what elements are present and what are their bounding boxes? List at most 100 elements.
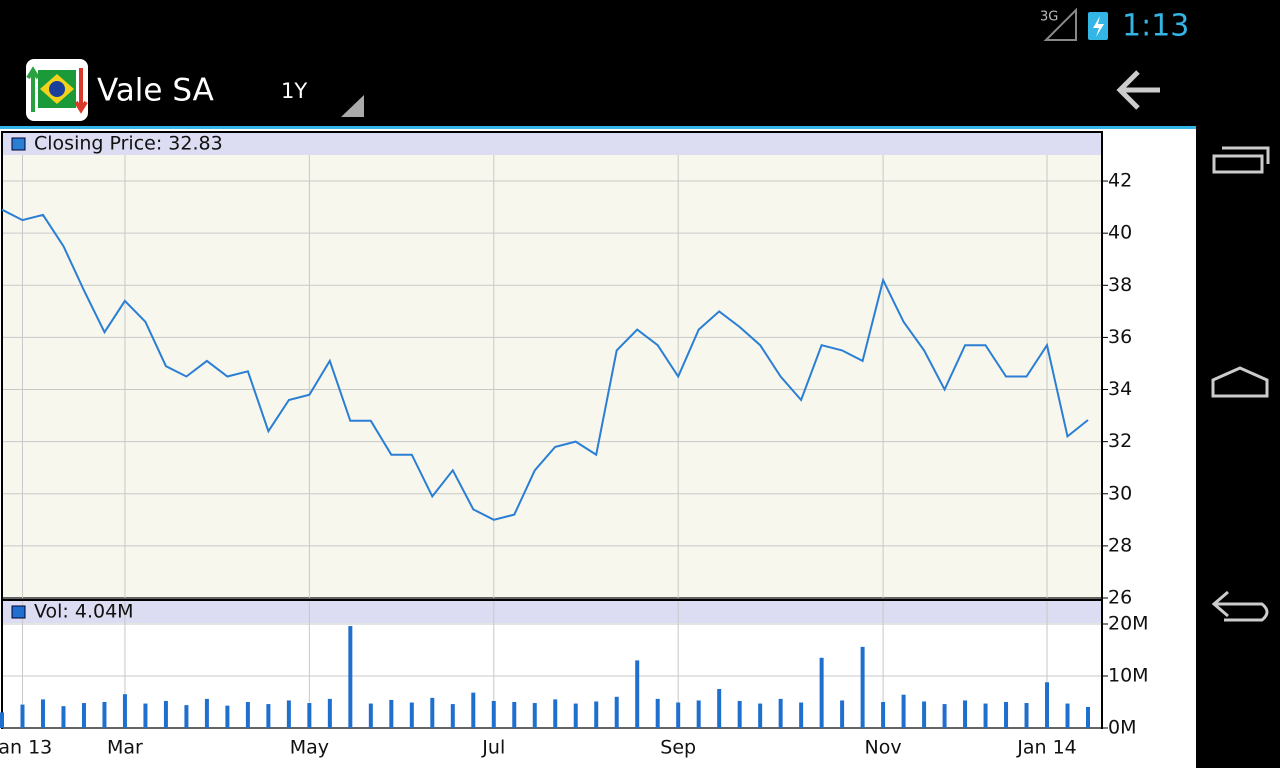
app-bar-divider bbox=[0, 126, 1196, 129]
y-tick-label: 38 bbox=[1108, 274, 1132, 296]
volume-bar bbox=[163, 700, 168, 728]
y-tick-label: 10M bbox=[1108, 665, 1149, 687]
volume-bar bbox=[204, 698, 209, 728]
volume-bar bbox=[778, 698, 783, 728]
volume-bar bbox=[430, 697, 435, 728]
volume-bar bbox=[881, 702, 886, 728]
volume-bar bbox=[635, 660, 640, 728]
legend-swatch bbox=[11, 605, 26, 619]
price-plot bbox=[1, 131, 1103, 599]
volume-bar bbox=[286, 700, 291, 728]
volume-bar bbox=[102, 702, 107, 728]
volume-bar bbox=[717, 689, 722, 728]
volume-bar bbox=[553, 699, 558, 728]
y-tick-label: 36 bbox=[1108, 326, 1132, 348]
volume-bar bbox=[1024, 703, 1029, 728]
volume-bar bbox=[1004, 702, 1009, 728]
volume-bar bbox=[655, 698, 660, 728]
back-nav-button[interactable] bbox=[1211, 590, 1269, 622]
volume-bar bbox=[963, 700, 968, 728]
volume-bar bbox=[676, 702, 681, 728]
charge-icon bbox=[1093, 16, 1104, 37]
y-tick-label: 30 bbox=[1108, 482, 1132, 504]
volume-bar bbox=[799, 702, 804, 728]
volume-legend-band bbox=[3, 601, 1101, 623]
volume-bar bbox=[696, 700, 701, 728]
x-tick-label: May bbox=[290, 737, 329, 759]
volume-bar bbox=[471, 692, 476, 728]
volume-bar bbox=[61, 706, 66, 728]
x-tick-label: Mar bbox=[107, 737, 143, 759]
home-button[interactable] bbox=[1211, 366, 1269, 398]
volume-bar bbox=[1065, 703, 1070, 728]
x-tick-label: Sep bbox=[660, 737, 696, 759]
signal-icon bbox=[1043, 7, 1077, 41]
volume-bar bbox=[409, 702, 414, 728]
volume-bar bbox=[512, 702, 517, 728]
volume-bar bbox=[0, 712, 4, 728]
up-arrow bbox=[26, 66, 40, 112]
volume-bar bbox=[368, 703, 373, 728]
volume-bar bbox=[450, 704, 455, 728]
legend-swatch bbox=[11, 137, 26, 151]
spinner-indicator bbox=[341, 95, 364, 117]
volume-bar bbox=[614, 696, 619, 728]
volume-bar bbox=[122, 694, 127, 728]
y-tick-label: 40 bbox=[1108, 222, 1132, 244]
volume-bar bbox=[20, 704, 25, 728]
y-tick-label: 34 bbox=[1108, 378, 1132, 400]
chart-layer: 26 28 30 32 34 36 38 40 42 Closing Price: 32.83 0M… bbox=[0, 133, 1149, 759]
volume-bar bbox=[348, 626, 353, 728]
x-tick-label: Nov bbox=[865, 737, 902, 759]
volume-bar bbox=[860, 646, 865, 728]
x-tick-label: Jul bbox=[481, 737, 505, 759]
y-tick-label: 26 bbox=[1108, 587, 1132, 609]
volume-bar bbox=[901, 694, 906, 728]
network-label: 3G bbox=[1040, 10, 1058, 25]
range-selector[interactable]: 1Y bbox=[281, 79, 307, 103]
y-tick-label: 0M bbox=[1108, 717, 1136, 739]
y-tick-label: 28 bbox=[1108, 534, 1132, 556]
volume-bar bbox=[1045, 682, 1050, 728]
y-tick-label: 42 bbox=[1108, 170, 1132, 192]
legend-label: Vol: 4.04M bbox=[34, 601, 134, 623]
volume-bar bbox=[389, 699, 394, 728]
volume-bar bbox=[266, 704, 271, 728]
x-tick-label: Jan 14 bbox=[1016, 737, 1077, 759]
flag-circle bbox=[49, 81, 65, 97]
volume-bar bbox=[594, 701, 599, 728]
volume-bar bbox=[1086, 706, 1090, 728]
volume-bar bbox=[143, 703, 148, 728]
y-tick-label: 20M bbox=[1108, 613, 1149, 635]
volume-bar bbox=[737, 700, 742, 728]
price-legend-band bbox=[3, 133, 1101, 155]
volume-bar bbox=[327, 698, 332, 728]
volume-bar bbox=[40, 699, 45, 728]
volume-bar bbox=[532, 703, 537, 728]
volume-bar bbox=[758, 703, 763, 728]
volume-bar bbox=[573, 703, 578, 728]
legend-label: Closing Price: 32.83 bbox=[34, 133, 223, 155]
volume-bar bbox=[184, 705, 189, 728]
app-title: Vale SA bbox=[97, 73, 214, 109]
volume-bar bbox=[81, 703, 86, 728]
app-bar bbox=[0, 52, 1196, 128]
clock: 1:13 bbox=[1122, 9, 1189, 44]
volume-bar bbox=[942, 704, 947, 728]
volume-bar bbox=[307, 703, 312, 728]
volume-bar bbox=[245, 702, 250, 728]
y-tick-label: 32 bbox=[1108, 430, 1132, 452]
volume-bar bbox=[983, 703, 988, 728]
volume-bar bbox=[225, 705, 230, 728]
volume-bar bbox=[491, 700, 496, 728]
price-line bbox=[1, 208, 1089, 521]
volume-bar bbox=[922, 701, 927, 728]
volume-bar bbox=[819, 657, 824, 728]
x-tick-label: Jan 13 bbox=[0, 737, 52, 759]
down-arrow bbox=[74, 68, 88, 114]
recents-button[interactable] bbox=[1212, 146, 1270, 174]
volume-bar bbox=[840, 700, 845, 728]
back-button[interactable] bbox=[1116, 70, 1160, 110]
